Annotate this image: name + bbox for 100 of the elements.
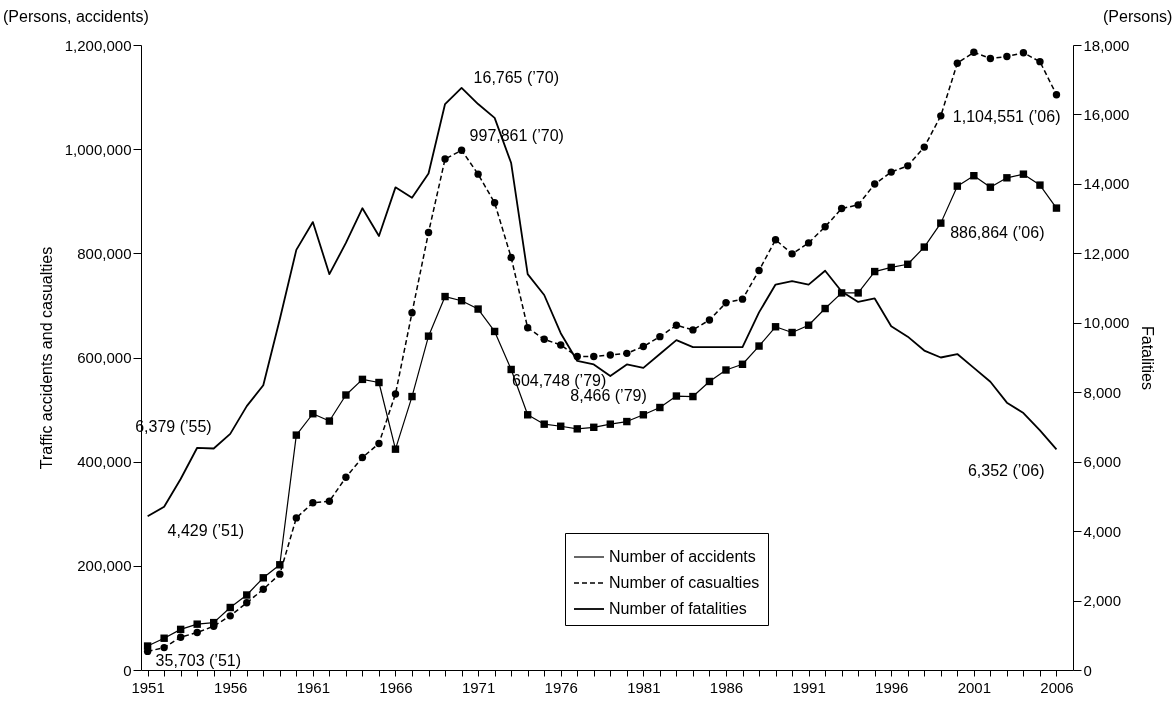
point bbox=[1019, 170, 1028, 178]
point bbox=[193, 620, 201, 628]
y-tick-label: 600,000 bbox=[77, 349, 132, 366]
point bbox=[705, 316, 714, 324]
point bbox=[672, 392, 681, 400]
x-tick-label: 1966 bbox=[379, 678, 413, 696]
point bbox=[656, 403, 664, 412]
point bbox=[309, 410, 317, 418]
point bbox=[259, 574, 267, 582]
point bbox=[474, 170, 482, 178]
point bbox=[689, 326, 697, 334]
point bbox=[854, 289, 862, 297]
y2-tick-label: 10,000 bbox=[1083, 314, 1130, 332]
point bbox=[540, 420, 548, 428]
text: (Persons, accidents) bbox=[3, 8, 149, 25]
data-label: 35,703 (’51) bbox=[155, 652, 241, 670]
point bbox=[243, 599, 251, 607]
point bbox=[1036, 57, 1044, 66]
point bbox=[540, 335, 548, 343]
y2-tick-label: 12,000 bbox=[1083, 244, 1130, 262]
point bbox=[474, 305, 482, 313]
y-tick-label: 200,000 bbox=[77, 557, 132, 575]
point bbox=[391, 390, 400, 398]
x-tick-label: 1971 bbox=[461, 678, 496, 696]
point bbox=[325, 497, 334, 505]
legend-label: Number of accidents bbox=[609, 548, 756, 565]
point bbox=[424, 228, 433, 237]
y-tick-label: 400,000 bbox=[77, 453, 132, 471]
x-tick-label: 1991 bbox=[792, 678, 826, 696]
y2-tick-label: 8,000 bbox=[1083, 383, 1122, 401]
point bbox=[292, 431, 301, 439]
point bbox=[986, 54, 995, 63]
point bbox=[970, 172, 978, 180]
point bbox=[788, 250, 796, 258]
y2-tick-label: 0 bbox=[1083, 661, 1092, 679]
point bbox=[226, 612, 234, 620]
x-tick-label: 1961 bbox=[296, 678, 331, 696]
point bbox=[854, 201, 862, 209]
point bbox=[689, 392, 697, 401]
point bbox=[391, 445, 400, 453]
y2-tick-label: 4,000 bbox=[1083, 522, 1122, 540]
y2-tick-label: 14,000 bbox=[1083, 175, 1130, 193]
point bbox=[1003, 52, 1011, 61]
point bbox=[970, 48, 978, 56]
y2-axis-title: Fatalities bbox=[1139, 325, 1157, 391]
point bbox=[1036, 181, 1044, 189]
point bbox=[656, 332, 664, 341]
y-tick-label: 0 bbox=[123, 661, 132, 679]
point bbox=[490, 199, 499, 207]
point bbox=[623, 349, 631, 358]
x-tick-label: 1956 bbox=[214, 678, 248, 696]
point bbox=[342, 391, 350, 399]
point bbox=[507, 253, 515, 262]
x-tick-label: 1996 bbox=[875, 678, 909, 696]
point bbox=[953, 182, 962, 190]
y-tick-label: 1,000,000 bbox=[64, 140, 132, 158]
point bbox=[837, 204, 846, 213]
point bbox=[276, 570, 284, 578]
point bbox=[243, 591, 251, 599]
text: (Persons) bbox=[1103, 8, 1173, 25]
legend-label: Number of casualties bbox=[609, 574, 760, 591]
point bbox=[358, 453, 367, 462]
x-tick-label: 1976 bbox=[544, 678, 578, 696]
point bbox=[424, 332, 433, 340]
point bbox=[523, 324, 532, 332]
x-tick-label: 1981 bbox=[627, 678, 661, 696]
point bbox=[507, 365, 515, 374]
point bbox=[259, 585, 267, 593]
point bbox=[1052, 91, 1061, 99]
x-tick-label: 2006 bbox=[1040, 678, 1074, 696]
point bbox=[639, 342, 648, 351]
y2-tick-label: 6,000 bbox=[1083, 453, 1122, 471]
point bbox=[441, 155, 449, 163]
point bbox=[573, 425, 581, 433]
point bbox=[292, 514, 301, 522]
point bbox=[804, 239, 813, 247]
data-label: 886,864 (’06) bbox=[950, 224, 1045, 242]
point bbox=[738, 295, 747, 303]
point bbox=[937, 112, 945, 120]
data-label: 4,429 (’51) bbox=[167, 522, 245, 540]
y2-tick-label: 16,000 bbox=[1083, 105, 1130, 123]
point bbox=[672, 321, 681, 329]
point bbox=[953, 59, 962, 67]
point bbox=[755, 342, 763, 350]
point bbox=[623, 417, 631, 426]
point bbox=[408, 309, 416, 317]
data-label: 6,352 (’06) bbox=[967, 462, 1045, 480]
point bbox=[920, 143, 928, 151]
point bbox=[325, 417, 334, 425]
point bbox=[160, 643, 168, 652]
point bbox=[1003, 174, 1011, 182]
y2-tick-label: 18,000 bbox=[1083, 36, 1130, 54]
point bbox=[276, 561, 284, 569]
point bbox=[904, 162, 912, 170]
point bbox=[606, 420, 615, 428]
legend-label: Number of fatalities bbox=[609, 600, 747, 617]
point bbox=[722, 299, 730, 307]
point bbox=[457, 146, 466, 154]
point bbox=[1019, 49, 1028, 57]
data-label: 1,104,551 (’06) bbox=[952, 107, 1061, 125]
